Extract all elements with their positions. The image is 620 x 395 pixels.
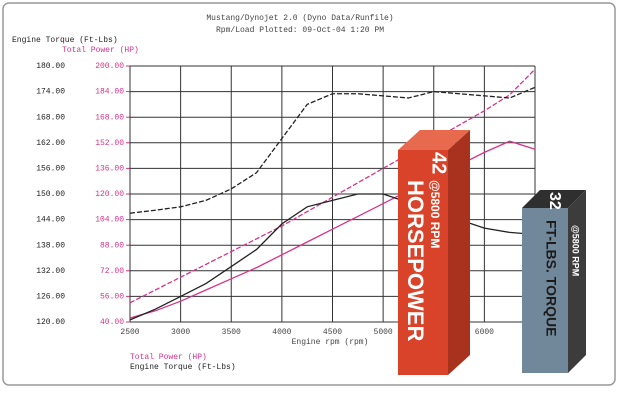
y-tick-label: 126.00 [36,293,65,302]
y-tick-label: 162.00 [36,139,65,148]
y-tick-label: 156.00 [36,165,65,174]
torque-badge: 32 @5800 RPM FT-LBS. TORQUE [522,190,586,373]
series-line [129,86,536,214]
badge-side [448,130,470,375]
y2-tick-label: 56.00 [100,293,124,302]
badge-rpm: @5800 RPM [428,180,442,248]
y-tick-label: 120.00 [36,318,65,327]
badge-top [398,130,470,150]
x-tick-label: 6000 [475,328,494,337]
y-axis-title: Engine Torque (Ft-Lbs) [12,36,118,45]
badge-front [522,208,568,373]
badge-value: 42 [428,152,450,174]
y2-tick-label: 120.00 [95,190,124,199]
y-tick-label: 168.00 [36,113,65,122]
y-tick-label: 174.00 [36,88,65,97]
y-tick-label: 180.00 [36,62,65,71]
badge-top [522,190,586,208]
y-tick-label: 144.00 [36,216,65,225]
y2-tick-label: 200.00 [95,62,124,71]
x-tick-label: 5000 [374,328,393,337]
badge-side [568,190,586,373]
badge-value: 32 [546,192,563,210]
y2-tick-label: 152.00 [95,139,124,148]
hp-badge: 42 @5800 RPM HORSEPOWER [398,130,470,375]
series-line [129,68,536,304]
y2-tick-label: 184.00 [95,88,124,97]
y2-tick-label: 136.00 [95,165,124,174]
x-axis-title: Engine rpm (rpm) [292,338,369,347]
y-tick-label: 138.00 [36,241,65,250]
y-tick-label: 150.00 [36,190,65,199]
badge-rpm: @5800 RPM [571,225,581,276]
y2-tick-label: 104.00 [95,216,124,225]
x-tick-label: 4000 [272,328,291,337]
chart-title: Mustang/Dynojet 2.0 (Dyno Data/Runfile) [206,14,393,23]
badge-front [398,150,448,375]
x-tick-label: 3000 [171,328,190,337]
y2-axis-title: Total Power (HP) [62,46,139,55]
x-tick-label: 2500 [120,328,139,337]
x-tick-label: 4500 [323,328,342,337]
y-tick-label: 132.00 [36,267,65,276]
chart-subtitle: Rpm/Load Plotted: 09-Oct-04 1:20 PM [216,26,384,35]
badge-label: HORSEPOWER [403,180,428,341]
y2-tick-label: 72.00 [100,267,124,276]
y2-tick-label: 88.00 [100,241,124,250]
x-tick-label: 3500 [222,328,241,337]
legend-entry: Total Power (HP) [130,353,207,362]
badge-label: FT-LBS. TORQUE [543,220,559,336]
y2-tick-label: 168.00 [95,113,124,122]
legend-entry: Engine Torque (Ft-Lbs) [130,363,236,372]
y2-tick-label: 40.00 [100,318,124,327]
